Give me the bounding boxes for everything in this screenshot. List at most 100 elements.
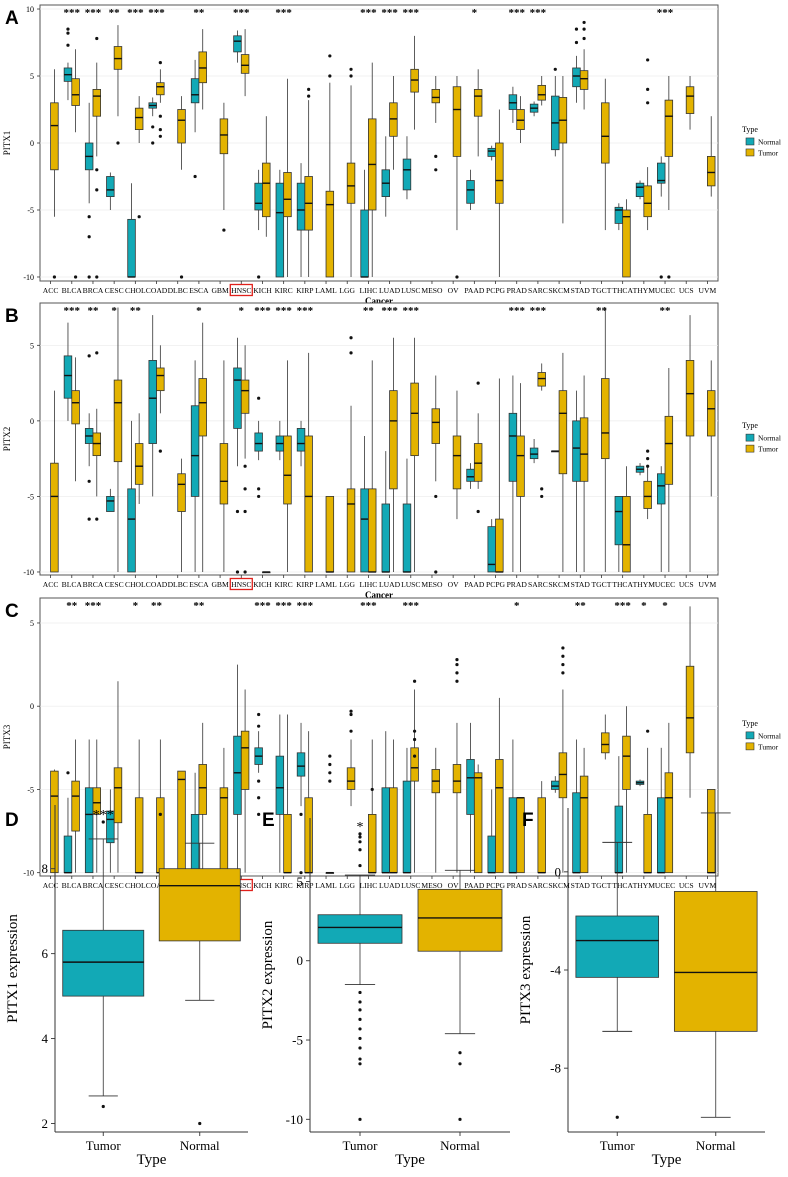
x-tick-label-ucec: UCEC	[655, 286, 675, 295]
tumor-kirp-outlier	[307, 94, 311, 98]
box-tumor-outlier	[358, 1000, 362, 1004]
tumor-brca-outlier	[95, 275, 99, 279]
panel-D: 2 4 6 8 PITX1 expression Tumor Normal *** Type D	[5, 805, 248, 1168]
box-tumor-outlier	[358, 1036, 362, 1041]
normal-blca-box	[63, 835, 73, 874]
significance-label: ***	[64, 7, 81, 19]
y-tick-label: -10	[23, 273, 34, 282]
x-tick-label-pcpg: PCPG	[486, 286, 506, 295]
tumor-blca-box	[71, 390, 80, 425]
panel-letter-d: D	[5, 810, 19, 831]
y-tick-label: 4	[42, 1031, 49, 1046]
x-tick-label-acc: ACC	[43, 580, 59, 589]
x-tick-label-tumor: Tumor	[86, 1138, 122, 1153]
normal-ucec-box	[657, 797, 666, 874]
tumor-uvm-box	[707, 789, 716, 874]
x-tick-label-sarc: SARC	[528, 881, 548, 890]
tumor-brca-outlier	[95, 36, 99, 41]
significance-label: **	[193, 600, 205, 612]
x-tick-label-ucs: UCS	[679, 286, 694, 295]
normal-kich-outlier	[257, 275, 261, 279]
x-tick-label-skcm: SKCM	[548, 881, 570, 890]
tumor-sarc-box	[537, 797, 546, 874]
x-tick-label-coad: COAD	[146, 580, 168, 589]
x-tick-label-ucec: UCEC	[655, 881, 675, 890]
legend-title: Type	[742, 719, 758, 728]
x-tick-label-brca: BRCA	[83, 286, 104, 295]
tumor-coad-outlier	[158, 134, 162, 138]
legend-normal-swatch	[745, 731, 755, 740]
y-tick-label: -5	[27, 206, 34, 215]
tumor-lusc-box	[410, 747, 419, 782]
tumor-kich-box	[262, 162, 271, 218]
tumor-hnsc-outlier	[243, 464, 247, 468]
x-tick-label-lgg: LGG	[339, 881, 355, 890]
significance-label: **	[193, 7, 205, 19]
significance-label: *	[239, 305, 245, 317]
legend-tumor-swatch	[745, 742, 755, 751]
y-axis-label: PITX3 expression	[518, 915, 534, 1024]
tumor-lusc-box	[410, 382, 419, 457]
tumor-thym-outlier	[646, 87, 650, 92]
tumor-gbm-box	[219, 118, 229, 155]
tumor-tgct-box	[601, 732, 610, 754]
box-normal-outlier	[198, 1121, 202, 1126]
normal-brca-outlier	[87, 275, 91, 279]
x-tick-label-hnsc: HNSC	[231, 580, 251, 589]
x-tick-label-acc: ACC	[43, 286, 59, 295]
tumor-blca-outlier	[73, 275, 78, 279]
x-tick-label-laml: LAML	[315, 580, 337, 589]
significance-label: **	[66, 600, 78, 612]
y-tick-label: 0	[297, 953, 304, 968]
tumor-thca-box	[622, 496, 631, 573]
y-tick-label: -5	[292, 1033, 303, 1048]
tumor-gbm-box	[219, 443, 229, 505]
tumor-lihc-outlier	[370, 787, 374, 792]
tumor-acc-box	[50, 102, 59, 171]
normal-blca-outlier	[66, 771, 70, 775]
significance-label: ***	[360, 7, 377, 19]
tumor-lgg-outlier	[349, 709, 353, 713]
tumor-acc-outlier	[52, 275, 57, 279]
legend-tumor-swatch	[745, 444, 755, 453]
tumor-paad-outlier	[476, 381, 480, 385]
box-normal-box	[417, 888, 503, 952]
y-tick-label: 0	[555, 864, 562, 879]
x-tick-label-gbm: GBM	[211, 580, 229, 589]
x-tick-label-sarc: SARC	[528, 286, 548, 295]
normal-stad-outlier	[574, 27, 579, 31]
panel-E: -10 -5 0 5 PITX2 expression Tumor Normal * Type E	[260, 810, 510, 1168]
x-tick-label-normal: Normal	[696, 1138, 736, 1153]
x-tick-label-brca: BRCA	[83, 580, 104, 589]
significance-label: **	[109, 7, 121, 19]
tumor-laml-outlier	[328, 762, 332, 767]
legend-normal-label: Normal	[758, 434, 781, 443]
tumor-lihc-box	[368, 488, 377, 573]
tumor-dlbc-outlier	[179, 275, 184, 279]
x-tick-label-kirp: KIRP	[296, 580, 313, 589]
normal-brca-outlier	[87, 517, 91, 521]
x-tick-label-paad: PAAD	[464, 881, 484, 890]
tumor-stad-box	[579, 70, 589, 90]
x-tick-label-thca: THCA	[612, 286, 633, 295]
tumor-thym-box	[643, 185, 652, 218]
panel-F: -8 -4 0 PITX3 expression Tumor Normal Type F	[518, 808, 765, 1168]
panel-letter-f: F	[522, 810, 534, 831]
significance-label: ***	[127, 7, 144, 19]
x-tick-label-brca: BRCA	[83, 881, 104, 890]
tumor-ov-box	[452, 86, 462, 157]
normal-stad-box	[572, 67, 581, 88]
significance-label: ***	[64, 305, 81, 317]
tumor-skcm-box	[558, 390, 568, 475]
tumor-chol-box	[134, 797, 144, 874]
x-tick-label-lihc: LIHC	[360, 580, 378, 589]
box-tumor-outlier	[358, 840, 362, 844]
normal-ucec-box	[657, 162, 666, 184]
y-tick-label: -5	[27, 492, 34, 501]
x-tick-label-kirc: KIRC	[275, 881, 293, 890]
tumor-coad-outlier	[158, 449, 162, 453]
panel-letter-b: B	[5, 306, 19, 327]
normal-blca-box	[63, 355, 73, 399]
significance-label: **	[87, 305, 99, 317]
tumor-sarc-outlier	[540, 487, 544, 491]
